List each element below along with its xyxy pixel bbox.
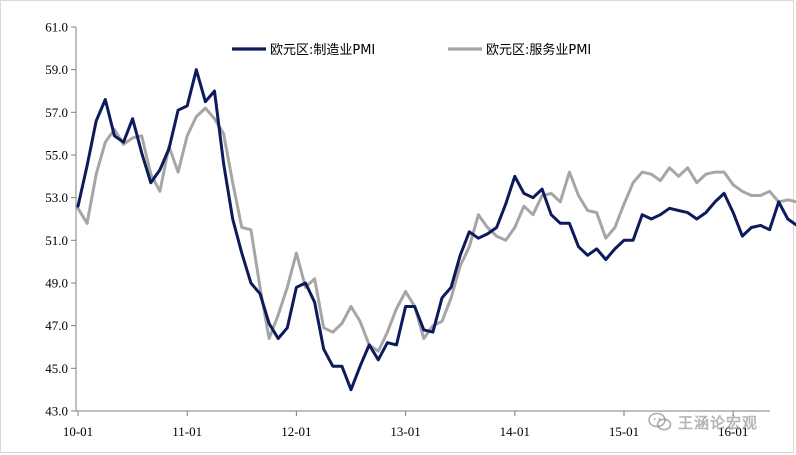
legend-label-manufacturing: 欧元区:制造业PMI [270, 43, 375, 58]
y-tick-label: 49.0 [45, 276, 68, 291]
x-tick-label: 13-01 [390, 424, 420, 439]
x-tick-label: 14-01 [500, 424, 530, 439]
watermark: 王涵论宏观 [648, 408, 758, 436]
y-tick-label: 43.0 [45, 404, 68, 419]
y-tick-label: 45.0 [45, 361, 68, 376]
y-tick-label: 47.0 [45, 318, 68, 333]
legend-label-services: 欧元区:服务业PMI [486, 42, 591, 58]
series-line-manufacturing [76, 68, 796, 392]
x-tick-label: 11-01 [172, 424, 202, 439]
watermark-text: 王涵论宏观 [678, 413, 759, 432]
y-tick-label: 53.0 [45, 190, 68, 205]
y-tick-label: 57.0 [45, 105, 68, 120]
y-tick-label: 61.0 [45, 20, 68, 35]
y-tick-label: 59.0 [45, 62, 68, 77]
chart-legend: 欧元区:制造业PMI 欧元区:服务业PMI [232, 42, 591, 58]
x-tick-label: 10-01 [63, 424, 93, 439]
wechat-icon [648, 412, 672, 431]
chart-axes: 43.0 45.0 47.0 49.0 51.0 53.0 55.0 57.0 59.0 61.0… [45, 20, 770, 439]
chart-series [76, 68, 796, 392]
y-tick-label: 55.0 [45, 148, 68, 163]
x-tick-label: 16-01 [718, 424, 748, 439]
y-tick-label: 51.0 [45, 233, 68, 248]
x-tick-label: 12-01 [281, 424, 311, 439]
x-tick-label: 15-01 [609, 424, 639, 439]
